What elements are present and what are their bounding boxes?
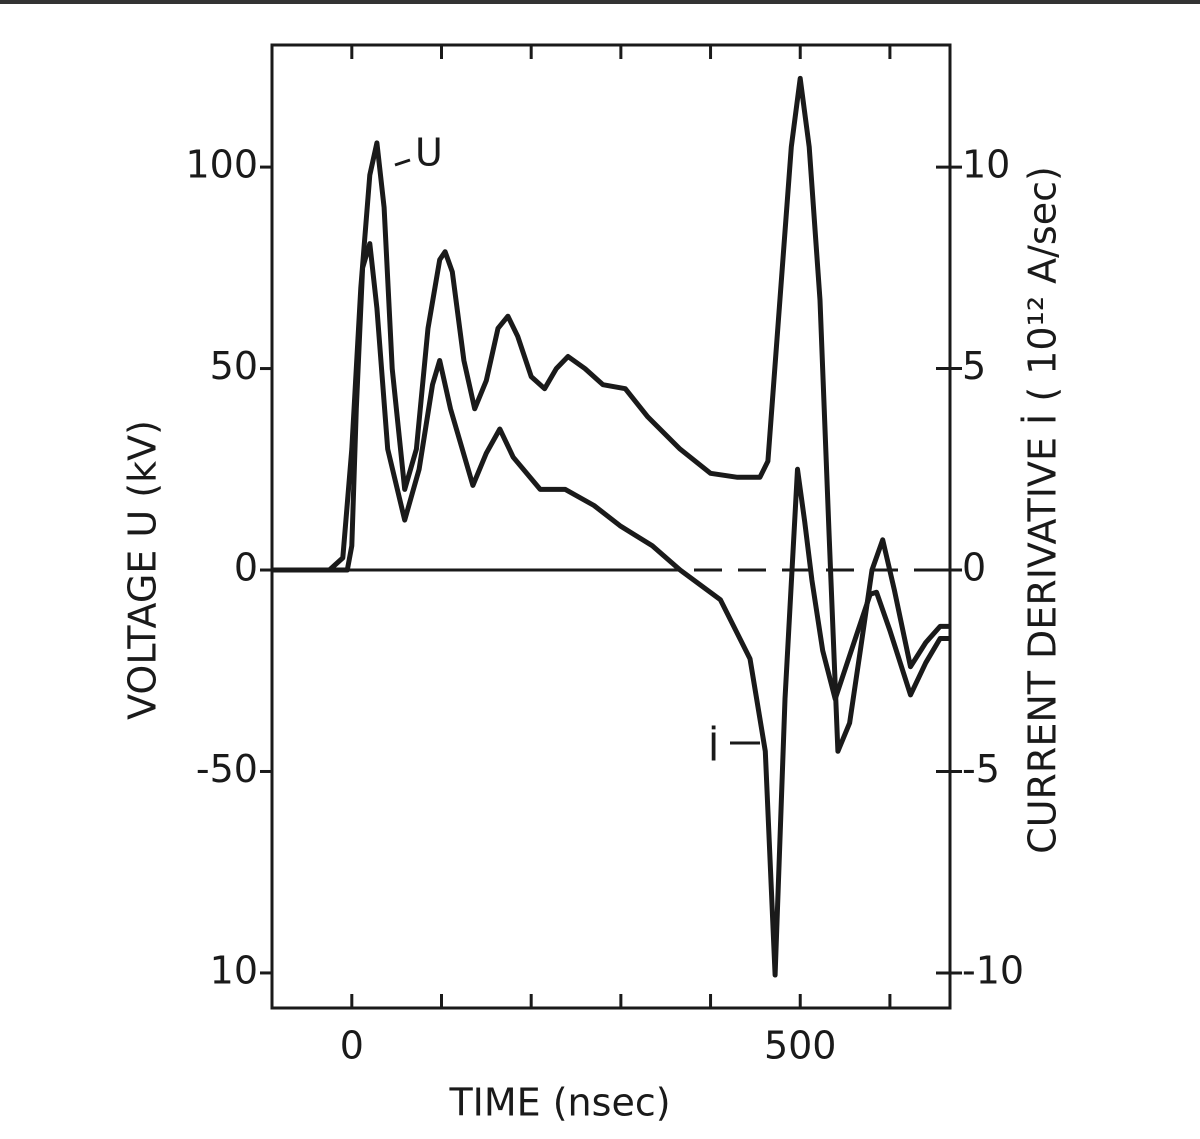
x-tick-label: 500 <box>764 1024 837 1068</box>
x-axis-title: TIME (nsec) <box>448 1081 670 1125</box>
y2-tick-label: -10 <box>962 948 1024 992</box>
y2-tick-label: 10 <box>962 143 1010 187</box>
series-line <box>272 75 950 754</box>
series-line <box>272 241 950 978</box>
x-tick-label: 0 <box>340 1024 364 1068</box>
series-label: İ <box>708 726 719 770</box>
y2-axis-title: CURRENT DERIVATIVE İ ( 10¹² A/sec) <box>1021 166 1065 854</box>
y2-tick-label: 5 <box>962 344 986 388</box>
series-label: U <box>415 131 443 175</box>
y-tick-label: -50 <box>196 747 258 791</box>
y2-tick-label: 0 <box>962 546 986 590</box>
y-tick-label: 50 <box>210 344 258 388</box>
y-tick-label: 10 <box>210 948 258 992</box>
plot-frame <box>270 43 952 1010</box>
leader-u <box>394 158 411 167</box>
y-tick-label: 0 <box>234 546 258 590</box>
y-axis-title: VOLTAGE U (kV) <box>121 420 165 720</box>
y-tick-label: 100 <box>185 143 258 187</box>
y2-tick-label: -5 <box>962 747 1000 791</box>
frame-top <box>0 0 1200 4</box>
